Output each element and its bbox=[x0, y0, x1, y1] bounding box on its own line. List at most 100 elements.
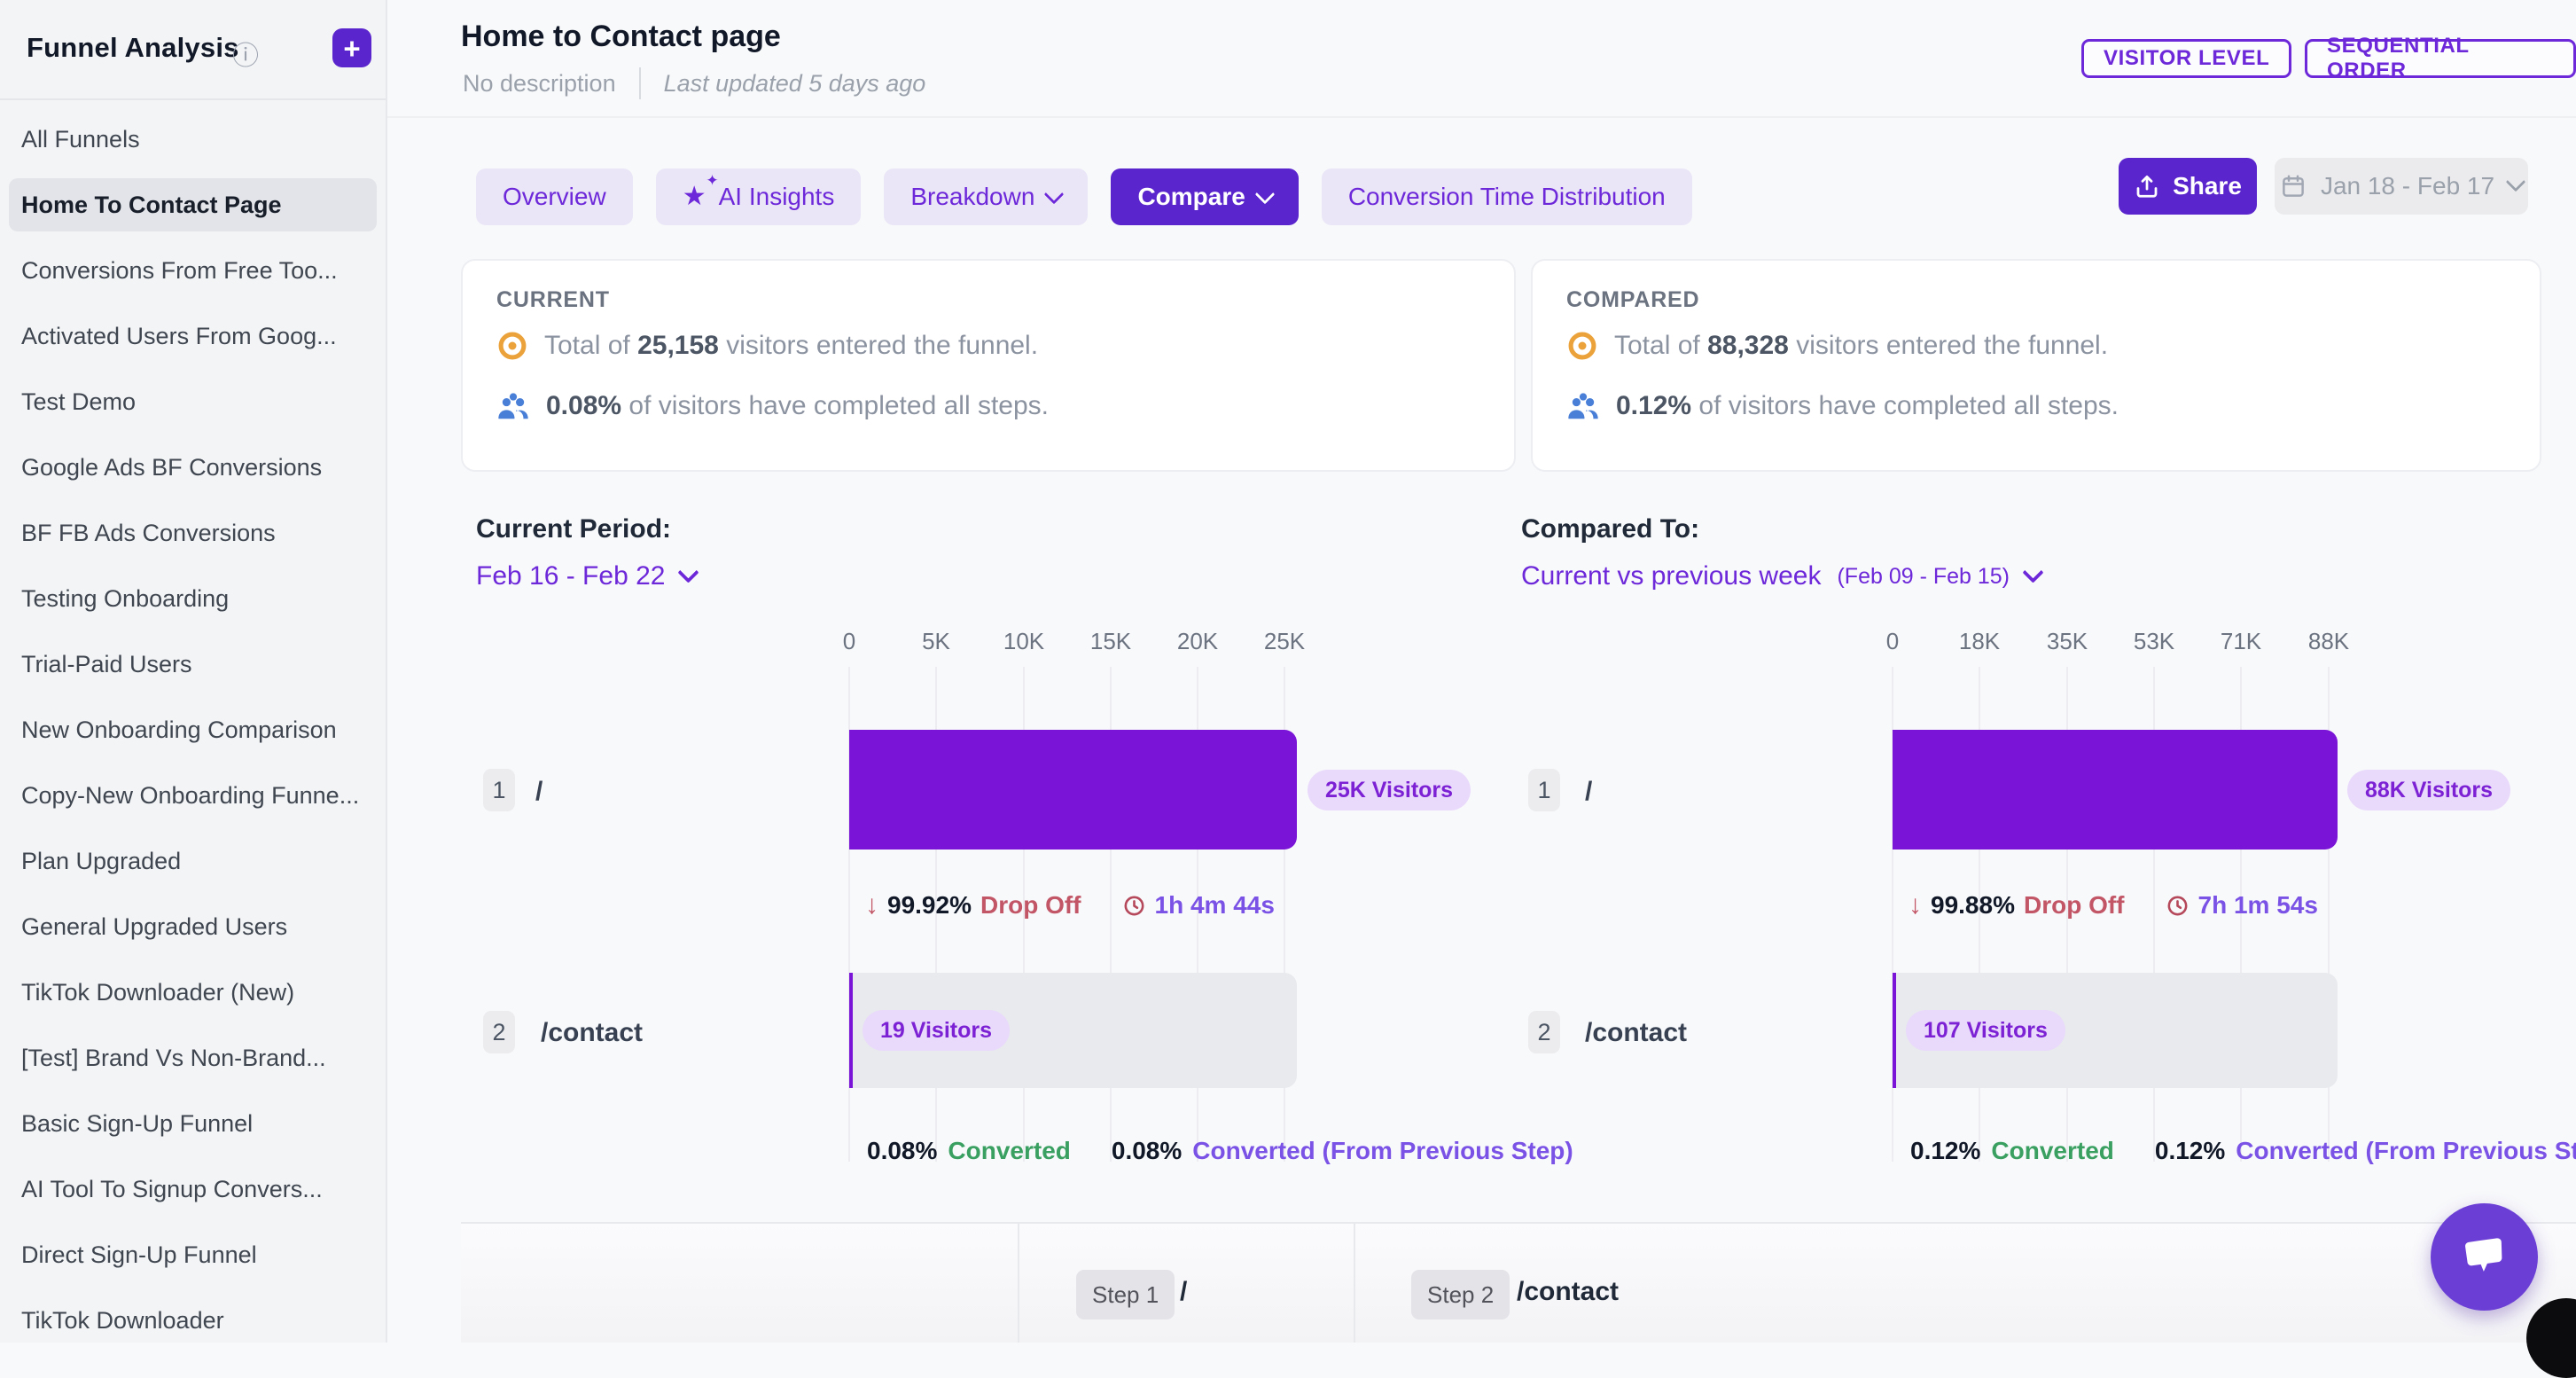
tab-ai-insights[interactable]: ★✦ AI Insights bbox=[656, 168, 862, 225]
compared-summary-card: COMPARED Total of 88,328 visitors entere… bbox=[1531, 259, 2541, 472]
steps-table: Step 1 / Step 2 /contact bbox=[461, 1222, 2576, 1343]
axis-tick: 0 bbox=[1886, 628, 1899, 655]
calendar-icon bbox=[2280, 173, 2307, 200]
sidebar-item-home-to-contact-page[interactable]: Home To Contact Page bbox=[0, 172, 386, 238]
axis-tick: 25K bbox=[1264, 628, 1305, 655]
sidebar-item-general-upgraded-users[interactable]: General Upgraded Users bbox=[0, 894, 386, 959]
entered-line: Total of 88,328 visitors entered the fun… bbox=[1566, 330, 2108, 362]
sidebar-item-copy-new-onboarding[interactable]: Copy-New Onboarding Funne... bbox=[0, 763, 386, 828]
step1-column-path: / bbox=[1180, 1277, 1187, 1307]
funnel-description: No description bbox=[463, 70, 616, 98]
sparkle-star-icon: ★✦ bbox=[683, 184, 706, 210]
entered-line: Total of 25,158 visitors entered the fun… bbox=[496, 330, 1038, 362]
completed-line: 0.12% of visitors have completed all ste… bbox=[1566, 390, 2119, 422]
chevron-down-icon bbox=[1254, 184, 1275, 205]
step-path: / bbox=[535, 777, 543, 807]
step-number-badge: 1 bbox=[483, 769, 515, 811]
axis-tick: 18K bbox=[1959, 628, 2000, 655]
sidebar-item-trial-paid-users[interactable]: Trial-Paid Users bbox=[0, 631, 386, 697]
step1-column-badge: Step 1 bbox=[1076, 1270, 1175, 1319]
sidebar-item-ai-tool-to-signup[interactable]: AI Tool To Signup Convers... bbox=[0, 1156, 386, 1222]
visitors-badge: 19 Visitors bbox=[863, 1010, 1010, 1051]
corner-shape bbox=[2526, 1298, 2576, 1378]
sidebar-item-google-ads-bf[interactable]: Google Ads BF Conversions bbox=[0, 435, 386, 500]
card-label: CURRENT bbox=[496, 287, 610, 313]
sidebar-item-new-onboarding-comparison[interactable]: New Onboarding Comparison bbox=[0, 697, 386, 763]
sidebar-item-conversions-from-free-tool[interactable]: Conversions From Free Too... bbox=[0, 238, 386, 303]
clock-icon bbox=[1122, 894, 1146, 918]
page-subtitle: No description Last updated 5 days ago bbox=[463, 67, 925, 99]
sidebar-item-tiktok-downloader-new[interactable]: TikTok Downloader (New) bbox=[0, 959, 386, 1025]
divider bbox=[639, 67, 641, 99]
sidebar-header: Funnel Analysis ⓘ + bbox=[0, 0, 386, 100]
last-updated: Last updated 5 days ago bbox=[664, 70, 926, 98]
visitors-badge: 88K Visitors bbox=[2347, 770, 2510, 810]
chat-bubble-icon bbox=[2455, 1227, 2515, 1288]
step-number-badge: 1 bbox=[1528, 769, 1560, 811]
chevron-down-icon bbox=[2022, 561, 2043, 583]
chat-widget-button[interactable] bbox=[2431, 1203, 2538, 1311]
sidebar-item-test-brand-vs-nonbrand[interactable]: [Test] Brand Vs Non-Brand... bbox=[0, 1025, 386, 1091]
sidebar-item-all-funnels[interactable]: All Funnels bbox=[0, 106, 386, 172]
sidebar-item-testing-onboarding[interactable]: Testing Onboarding bbox=[0, 566, 386, 631]
compared-to-selector[interactable]: Current vs previous week (Feb 09 - Feb 1… bbox=[1521, 561, 2041, 591]
add-funnel-button[interactable]: + bbox=[332, 28, 371, 67]
header-divider bbox=[387, 116, 2576, 118]
target-icon bbox=[496, 330, 528, 362]
sidebar-item-direct-signup-funnel[interactable]: Direct Sign-Up Funnel bbox=[0, 1222, 386, 1288]
step-number-badge: 2 bbox=[483, 1011, 515, 1053]
axis-tick: 35K bbox=[2047, 628, 2088, 655]
sidebar-item-basic-signup-funnel[interactable]: Basic Sign-Up Funnel bbox=[0, 1091, 386, 1156]
converted-row: 0.12% Converted 0.12% Converted (From Pr… bbox=[1910, 1137, 2576, 1165]
sequential-order-badge[interactable]: SEQUENTIAL ORDER bbox=[2305, 39, 2576, 78]
axis-tick: 88K bbox=[2308, 628, 2349, 655]
funnel-bar-step1[interactable] bbox=[849, 730, 1297, 850]
step-path: /contact bbox=[1585, 1018, 1687, 1048]
compared-funnel-chart: 0 18K 35K 53K 71K 88K 1 / 88K Visitors ↓… bbox=[1521, 612, 2576, 1184]
arrow-down-icon: ↓ bbox=[1909, 890, 1922, 920]
sidebar-item-test-demo[interactable]: Test Demo bbox=[0, 369, 386, 435]
axis-tick: 0 bbox=[843, 628, 855, 655]
tab-compare[interactable]: Compare bbox=[1111, 168, 1298, 225]
axis-tick: 53K bbox=[2134, 628, 2174, 655]
step-path: / bbox=[1585, 777, 1592, 807]
info-icon[interactable]: ⓘ bbox=[232, 34, 259, 73]
users-icon bbox=[496, 390, 530, 422]
share-button[interactable]: Share bbox=[2119, 158, 2257, 215]
step-path: /contact bbox=[541, 1018, 643, 1048]
visitors-badge: 25K Visitors bbox=[1308, 770, 1471, 810]
current-funnel-chart: 0 5K 10K 15K 20K 25K 1 / 25K Visitors ↓ … bbox=[461, 612, 1534, 1184]
target-icon bbox=[1566, 330, 1598, 362]
sidebar-title: Funnel Analysis bbox=[27, 32, 239, 64]
sidebar-item-activated-users[interactable]: Activated Users From Goog... bbox=[0, 303, 386, 369]
dropoff-row: ↓ 99.88% Drop Off 7h 1m 54s bbox=[1909, 890, 2318, 920]
axis-tick: 15K bbox=[1090, 628, 1131, 655]
card-label: COMPARED bbox=[1566, 287, 1699, 313]
chevron-down-icon bbox=[678, 561, 699, 583]
axis-tick: 71K bbox=[2221, 628, 2261, 655]
table-column-divider bbox=[1354, 1224, 1355, 1343]
current-period-selector[interactable]: Feb 16 - Feb 22 bbox=[476, 561, 696, 591]
sidebar: Funnel Analysis ⓘ + All Funnels Home To … bbox=[0, 0, 387, 1343]
tab-conversion-time-distribution[interactable]: Conversion Time Distribution bbox=[1322, 168, 1692, 225]
sidebar-item-bf-fb-ads[interactable]: BF FB Ads Conversions bbox=[0, 500, 386, 566]
visitor-level-badge[interactable]: VISITOR LEVEL bbox=[2081, 39, 2291, 78]
axis-tick: 20K bbox=[1177, 628, 1218, 655]
table-column-divider bbox=[1018, 1224, 1019, 1343]
funnel-list: All Funnels Home To Contact Page Convers… bbox=[0, 106, 386, 1353]
chevron-down-icon bbox=[2506, 172, 2526, 192]
tab-overview[interactable]: Overview bbox=[476, 168, 633, 225]
dropoff-row: ↓ 99.92% Drop Off 1h 4m 44s bbox=[865, 890, 1275, 920]
converted-row: 0.08% Converted 0.08% Converted (From Pr… bbox=[867, 1137, 1573, 1165]
sidebar-item-plan-upgraded[interactable]: Plan Upgraded bbox=[0, 828, 386, 894]
page-title: Home to Contact page bbox=[461, 20, 781, 54]
funnel-bar-step1[interactable] bbox=[1893, 730, 2338, 850]
completed-line: 0.08% of visitors have completed all ste… bbox=[496, 390, 1049, 422]
sidebar-item-tiktok-downloader[interactable]: TikTok Downloader bbox=[0, 1288, 386, 1353]
chevron-down-icon bbox=[1044, 184, 1065, 205]
view-tabs: Overview ★✦ AI Insights Breakdown Compar… bbox=[476, 168, 1692, 225]
current-period-label: Current Period: bbox=[476, 514, 671, 544]
compared-to-label: Compared To: bbox=[1521, 514, 1699, 544]
tab-breakdown[interactable]: Breakdown bbox=[884, 168, 1088, 225]
date-range-picker[interactable]: Jan 18 - Feb 17 bbox=[2275, 158, 2528, 215]
